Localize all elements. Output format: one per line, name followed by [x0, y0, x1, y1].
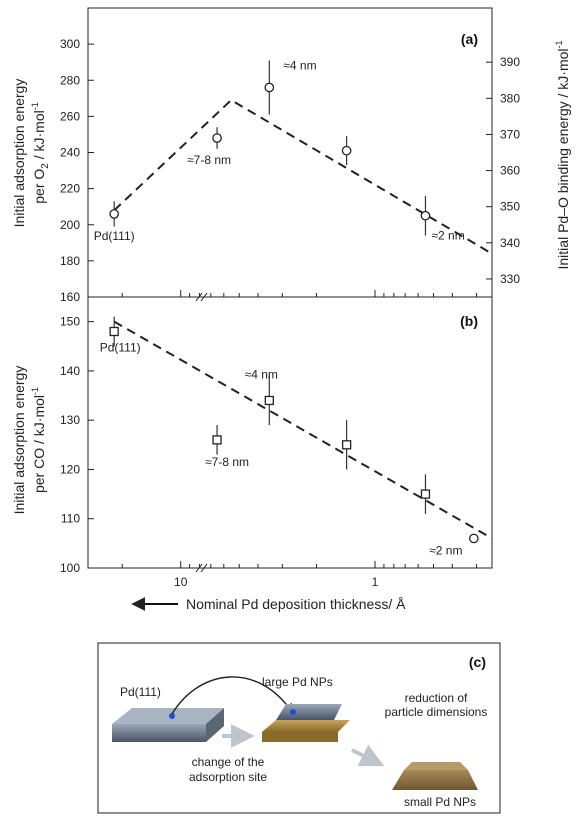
b-trend-line	[113, 320, 493, 540]
small-np	[392, 762, 478, 790]
large-np	[262, 704, 350, 742]
b-point-3	[341, 440, 352, 450]
ytick-label-b-0: 100	[60, 561, 80, 575]
a-point-label-2: ≈4 nm	[283, 58, 316, 72]
ytick-label-a-3: 220	[60, 182, 80, 196]
diagram-panel-c: (c) Pd(111) large Pd NPs reduction of	[97, 642, 501, 814]
b-point-label-1: ≈7-8 nm	[205, 455, 249, 469]
y2label-a: Initial Pd–O binding energy / kJ·mol-1	[554, 40, 571, 269]
a-point-label-0: Pd(111)	[94, 229, 135, 243]
large-np-site-dot	[290, 709, 296, 715]
ytick-label-b-4: 140	[60, 364, 80, 378]
reduction-line1: reduction of	[405, 691, 468, 705]
ylabel-a: Initial adsorption energy per O2 / kJ·mo…	[11, 79, 51, 228]
ytick-label-a-7: 300	[60, 37, 80, 51]
y2tick-label-a-3: 360	[500, 164, 520, 178]
small-np-label: small Pd NPs	[404, 795, 476, 809]
xtick-label-1: 1	[372, 575, 379, 589]
xlabel-text: Nominal Pd deposition thickness/ Å	[186, 596, 406, 612]
y2tick-label-a-2: 350	[500, 200, 520, 214]
a-point-label-4: ≈2 nm	[431, 229, 464, 243]
b-point-2	[264, 395, 274, 406]
y2label-a-text: Initial Pd–O binding energy / kJ·mol-1	[554, 40, 571, 269]
a-point-label-1: ≈7-8 nm	[187, 153, 231, 167]
left-axis-ticks-b: 100 110 120 130 140 150	[60, 315, 94, 575]
a-point-3	[341, 145, 352, 156]
adsorption-site-dot	[169, 713, 175, 719]
ytick-label-a-0: 160	[60, 290, 80, 304]
ytick-label-a-6: 280	[60, 73, 80, 87]
panel-label-c: (c)	[469, 654, 486, 670]
ylabel-a-line1: Initial adsorption energy	[11, 79, 27, 228]
ytick-label-a-5: 260	[60, 109, 80, 123]
ylabel-b-line2: per CO / kJ·mol-1	[30, 387, 47, 493]
b-point-5	[468, 533, 479, 544]
panel-label-a: (a)	[461, 31, 478, 47]
b-point-label-2: ≈4 nm	[245, 367, 278, 381]
xtick-label-0: 10	[174, 575, 188, 589]
b-point-0	[109, 326, 119, 337]
ytick-label-a-1: 180	[60, 254, 80, 268]
ytick-label-b-5: 150	[60, 315, 80, 329]
grey-arrow-2	[351, 744, 385, 767]
ylabel-b-line1: Initial adsorption energy	[11, 366, 27, 515]
left-axis-ticks-a: 160 180 200 220 240 260 280 300	[60, 37, 94, 304]
b-point-4	[420, 489, 431, 499]
reduction-line2: particle dimensions	[385, 705, 488, 719]
a-point-4	[420, 210, 431, 221]
x-axis-ticks: 10 1	[121, 290, 478, 589]
ytick-label-b-2: 120	[60, 462, 80, 476]
ylabel-b: Initial adsorption energy per CO / kJ·mo…	[11, 366, 47, 515]
right-axis-ticks-a: 330 340 350 360 370 380 390	[486, 55, 520, 286]
axis-break-top	[195, 292, 208, 302]
ytick-label-b-1: 110	[61, 512, 80, 526]
ylabel-a-line2: per O2 / kJ·mol-1	[30, 102, 51, 203]
y2tick-label-a-0: 330	[500, 272, 520, 286]
site-change-arrow	[171, 676, 294, 715]
pd111-label: Pd(111)	[120, 685, 161, 699]
a-point-2	[264, 82, 275, 93]
a-trend-line	[113, 98, 493, 255]
change-line2: adsorption site	[189, 770, 267, 784]
b-point-label-5: ≈2 nm	[429, 543, 462, 557]
large-np-label: large Pd NPs	[262, 675, 333, 689]
pd111-slab	[112, 708, 224, 742]
ytick-label-b-3: 130	[60, 413, 80, 427]
xlabel: Nominal Pd deposition thickness/ Å	[131, 596, 406, 612]
ytick-label-a-2: 200	[60, 218, 80, 232]
y2tick-label-a-4: 370	[500, 127, 520, 141]
a-point-0	[109, 209, 120, 219]
a-point-1	[212, 133, 222, 143]
y2tick-label-a-5: 380	[500, 91, 520, 105]
change-line1: change of the	[192, 755, 265, 769]
series-b: Pd(111) ≈7-8 nm ≈4 nm ≈2 nm	[100, 316, 493, 557]
series-a: Pd(111) ≈7-8 nm ≈4 nm ≈2 nm	[94, 58, 493, 255]
panel-label-b: (b)	[460, 313, 478, 329]
b-point-1	[212, 435, 222, 445]
b-point-label-0: Pd(111)	[100, 340, 141, 354]
plot-frame	[87, 7, 493, 569]
ytick-label-a-4: 240	[60, 146, 80, 160]
axis-break-bottom	[195, 563, 208, 573]
y2tick-label-a-6: 390	[500, 55, 520, 69]
y2tick-label-a-1: 340	[500, 236, 520, 250]
